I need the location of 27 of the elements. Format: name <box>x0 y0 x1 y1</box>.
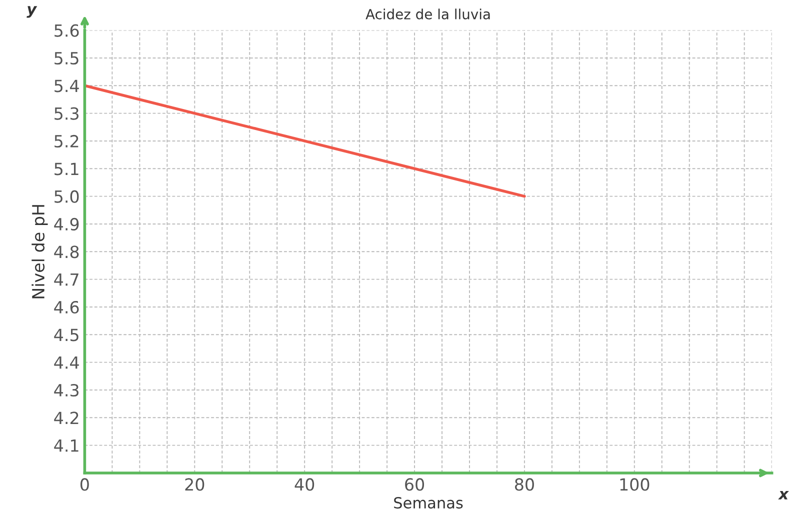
y-tick-label: 5.6 <box>54 24 79 37</box>
y-tick-label: 4.4 <box>54 356 79 369</box>
y-tick-label: 5.2 <box>54 134 78 148</box>
y-tick-label: 4.3 <box>54 384 78 397</box>
text: x <box>778 490 789 500</box>
y-axis-title: Nivel de pH <box>32 205 48 298</box>
y-tick-label: 4.6 <box>54 300 79 314</box>
y-tick-label: 4.2 <box>54 412 78 424</box>
y-tick-label: 5.3 <box>54 107 78 120</box>
x-tick-label: 40 <box>294 478 314 491</box>
y-tick-label: 4.9 <box>54 218 79 231</box>
x-axis-title: Semanas <box>394 497 463 509</box>
y-tick-label: 5.0 <box>54 190 79 203</box>
chart-title: Acidez de la lluvia <box>366 8 490 20</box>
y-tick-label: 4.7 <box>54 273 78 286</box>
y-tick-label: 5.1 <box>54 162 78 176</box>
x-tick-label: 80 <box>514 478 534 491</box>
x-tick-label: 20 <box>185 478 204 491</box>
x-tick-label: 100 <box>620 478 650 491</box>
x-tick-label: 0 <box>80 478 89 491</box>
y-tick-label: 4.8 <box>54 246 79 258</box>
y-tick-label: 4.1 <box>54 439 78 452</box>
y-tick-label: 5.5 <box>54 52 78 65</box>
y-tick-label: 5.4 <box>54 80 79 92</box>
y-tick-label: 4.5 <box>54 328 78 342</box>
text: y <box>26 6 38 18</box>
x-tick-label: 60 <box>405 478 424 491</box>
